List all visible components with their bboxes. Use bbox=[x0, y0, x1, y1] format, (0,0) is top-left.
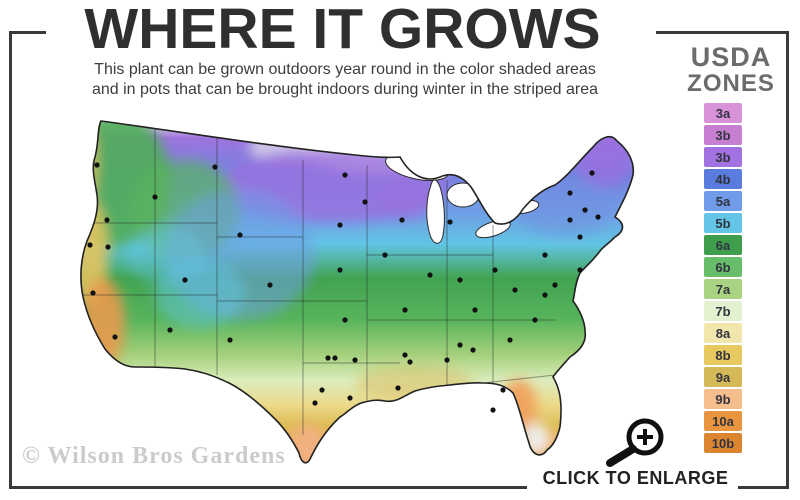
legend-zone-label: 3b bbox=[715, 149, 731, 165]
frame-right-border bbox=[786, 31, 789, 489]
subtitle-line-2: and in pots that can be brought indoors … bbox=[91, 80, 599, 98]
magnifier-zoom-icon[interactable] bbox=[595, 412, 667, 470]
legend-zone-swatch: 5b bbox=[704, 213, 742, 233]
legend-zone-label: 10b bbox=[711, 435, 735, 451]
subtitle-line-1: This plant can be grown outdoors year ro… bbox=[94, 61, 596, 78]
legend-zone-label: 9b bbox=[715, 391, 731, 407]
page-title: WHERE IT GROWS bbox=[84, 0, 601, 61]
frame-top-left-border bbox=[9, 31, 46, 34]
legend-zone-swatch: 3a bbox=[704, 103, 742, 123]
legend-zone-label: 5b bbox=[715, 215, 731, 231]
frame-bottom-left-border bbox=[9, 486, 527, 489]
legend-zone-swatch: 10a bbox=[704, 411, 742, 431]
legend-zone-swatch: 7a bbox=[704, 279, 742, 299]
legend-zone-list: 3a 3b 3b 4b 5a 5b 6a 6b 7a 7b 8a 8b 9a 9… bbox=[704, 103, 744, 455]
legend-zone-label: 7a bbox=[715, 281, 731, 297]
legend-zone-swatch: 8a bbox=[704, 323, 742, 343]
legend-zone-swatch: 10b bbox=[704, 433, 742, 453]
legend-title-usda: USDA bbox=[690, 42, 772, 72]
state-borders bbox=[81, 121, 556, 435]
city-marker-dots bbox=[87, 162, 601, 413]
legend-zone-swatch: 6b bbox=[704, 257, 742, 277]
usa-map-graphic bbox=[80, 120, 635, 464]
legend-zone-swatch: 9b bbox=[704, 389, 742, 409]
legend-zone-swatch: 3b bbox=[704, 125, 742, 145]
legend-zone-swatch: 8b bbox=[704, 345, 742, 365]
legend-zone-swatch: 9a bbox=[704, 367, 742, 387]
legend-zone-swatch: 5a bbox=[704, 191, 742, 211]
legend-zone-label: 6a bbox=[715, 237, 731, 253]
subtitle: This plant can be grown outdoors year ro… bbox=[40, 60, 650, 99]
legend-title-zones: ZONES bbox=[687, 70, 775, 97]
legend-zone-swatch: 4b bbox=[704, 169, 742, 189]
legend-zone-label: 6b bbox=[715, 259, 731, 275]
frame-left-border bbox=[9, 31, 12, 489]
legend-zone-label: 4b bbox=[715, 171, 731, 187]
legend-zone-label: 3b bbox=[715, 127, 731, 143]
usda-zones-map[interactable] bbox=[55, 105, 667, 477]
legend-zone-swatch: 6a bbox=[704, 235, 742, 255]
legend-zone-label: 5a bbox=[715, 193, 731, 209]
legend-zone-label: 7b bbox=[715, 303, 731, 319]
legend-zone-swatch: 7b bbox=[704, 301, 742, 321]
frame-bottom-right-border bbox=[738, 486, 789, 489]
frame-top-right-border bbox=[656, 31, 789, 34]
legend-title: USDA ZONES bbox=[672, 44, 790, 96]
legend-zone-label: 8b bbox=[715, 347, 731, 363]
watermark: © Wilson Bros Gardens bbox=[22, 443, 286, 469]
click-to-enlarge-button[interactable]: CLICK TO ENLARGE bbox=[542, 468, 729, 488]
legend-zone-label: 3a bbox=[715, 105, 731, 121]
legend-zone-swatch: 3b bbox=[704, 147, 742, 167]
legend-zone-label: 10a bbox=[712, 413, 734, 429]
legend-zone-label: 9a bbox=[715, 369, 731, 385]
legend-zone-label: 8a bbox=[715, 325, 731, 341]
